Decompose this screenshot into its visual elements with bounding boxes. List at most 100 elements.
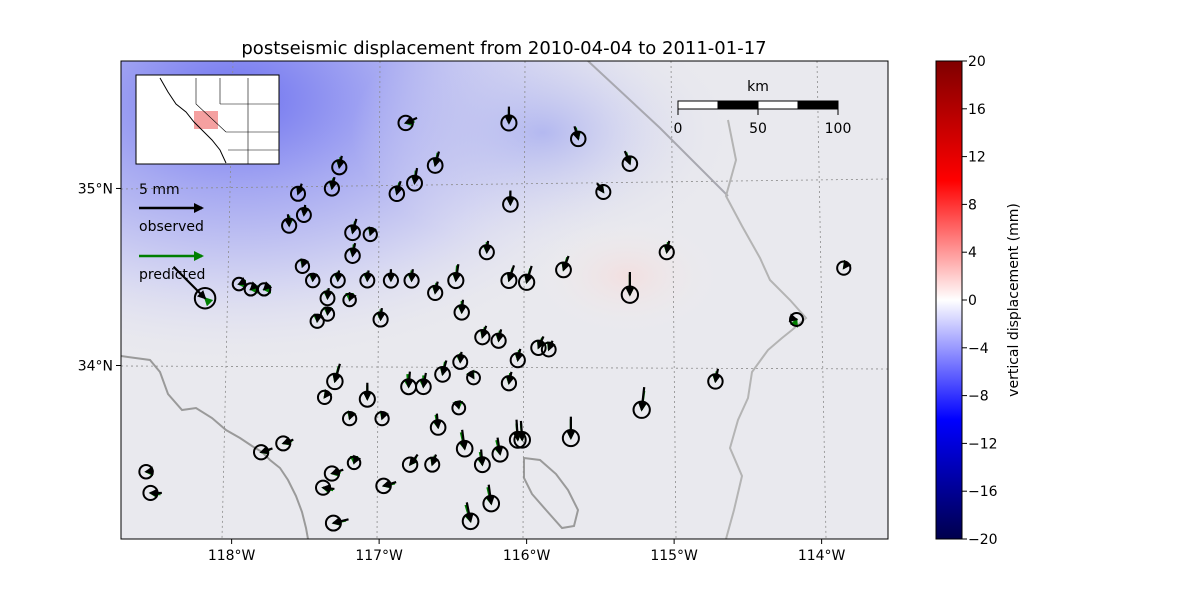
- station-uncertainty-ellipse: [374, 410, 390, 427]
- station-uncertainty-ellipse: [789, 311, 805, 327]
- x-axis: 118°W 117°W 116°W 115°W 114°W: [208, 539, 846, 564]
- station-uncertainty-ellipse: [256, 282, 272, 297]
- scalebar-label: km: [747, 79, 769, 95]
- inset-locator-map: [135, 74, 280, 165]
- station-uncertainty-ellipse: [632, 400, 651, 419]
- station-uncertainty-ellipse: [382, 272, 400, 289]
- station-uncertainty-ellipse: [362, 226, 378, 243]
- observed-vector: [332, 363, 342, 384]
- observed-vector: [547, 340, 556, 352]
- inset-coastline: [159, 77, 227, 164]
- legend-scale-label: 5 mm: [139, 182, 180, 198]
- observed-vector: [480, 325, 489, 339]
- station-uncertainty-ellipse: [836, 260, 852, 276]
- colorbar-ticks: 20 16 12 8 4 0 −4 −8 −12 −16 −20: [962, 54, 998, 548]
- colorbar-tick-label: 8: [968, 197, 977, 213]
- station-uncertainty-ellipse: [319, 290, 336, 307]
- station-uncertainty-ellipse: [346, 455, 362, 471]
- observed-vector: [456, 351, 466, 364]
- scalebar-tick-100: 100: [825, 121, 852, 137]
- station-uncertainty-ellipse: [142, 484, 159, 502]
- observed-vector: [334, 270, 344, 283]
- station-uncertainty-ellipse: [478, 244, 495, 261]
- observed-vector: [363, 270, 373, 283]
- observed-vector: [512, 419, 522, 442]
- observed-vector: [495, 329, 505, 343]
- station-uncertainty-ellipse: [500, 375, 518, 392]
- station-uncertainty-ellipse: [434, 365, 451, 383]
- observed-vector: [485, 484, 495, 506]
- y-tick-label: 35°N: [78, 181, 113, 197]
- station-uncertainty-ellipse: [513, 431, 532, 449]
- station-uncertainty-ellipse: [455, 439, 474, 458]
- observed-vector: [348, 291, 357, 302]
- station-uncertainty-ellipse: [375, 477, 392, 495]
- colorbar-tick-label: 0: [968, 293, 977, 309]
- station-uncertainty-ellipse: [620, 285, 640, 304]
- y-tick-label: 34°N: [78, 359, 113, 375]
- station-uncertainty-ellipse: [595, 183, 612, 201]
- observed-vector: [595, 182, 605, 194]
- salton-sea: [523, 456, 580, 530]
- x-tick-label: 115°W: [650, 548, 698, 564]
- station-uncertainty-ellipse: [329, 272, 346, 289]
- observed-vector: [407, 269, 417, 283]
- station-uncertainty-ellipse: [424, 456, 441, 473]
- station-uncertainty-ellipse: [316, 389, 333, 405]
- station-uncertainty-ellipse: [447, 271, 465, 290]
- observed-vector: [329, 176, 338, 191]
- station-uncertainty-ellipse: [415, 378, 432, 396]
- station-uncertainty-ellipse: [658, 244, 675, 261]
- station-uncertainty-ellipse: [491, 445, 509, 463]
- station-uncertainty-ellipse: [323, 465, 341, 482]
- station-uncertainty-ellipse: [406, 174, 423, 192]
- station-uncertainty-ellipse: [500, 272, 518, 290]
- observed-vector: [324, 288, 333, 300]
- station-uncertainty-ellipse: [461, 512, 480, 531]
- station-uncertainty-ellipse: [403, 272, 420, 289]
- observed-vector: [300, 204, 310, 217]
- observed-vector: [788, 313, 799, 323]
- station-uncertainty-ellipse: [466, 370, 481, 386]
- observed-vector: [262, 281, 273, 291]
- observed-vector: [430, 454, 439, 467]
- colorbar-tick-label: −16: [968, 484, 998, 500]
- observed-vector: [300, 258, 310, 268]
- station-uncertainty-ellipse: [502, 196, 519, 213]
- observed-vector: [330, 467, 344, 476]
- station-uncertainty-ellipse: [473, 456, 491, 474]
- station-uncertainty-ellipse: [341, 410, 358, 427]
- colorbar-tick-label: −8: [968, 389, 989, 405]
- colorbar-tick-label: 16: [968, 102, 986, 118]
- observed-vector: [296, 183, 305, 196]
- scalebar-tick-50: 50: [749, 121, 767, 137]
- station-uncertainty-ellipse: [707, 373, 724, 390]
- station-uncertainty-ellipse: [474, 329, 491, 346]
- station-uncertainty-ellipse: [193, 286, 217, 310]
- colorbar-tick-label: 4: [968, 245, 977, 261]
- station-uncertainty-ellipse: [372, 311, 389, 328]
- station-uncertainty-ellipse: [453, 304, 470, 321]
- observed-vector: [377, 308, 386, 322]
- station-uncertainty-ellipse: [275, 435, 292, 452]
- station-uncertainty-ellipse: [331, 159, 348, 176]
- station-uncertainty-ellipse: [358, 390, 376, 408]
- y-axis: 35°N 34°N: [78, 181, 121, 375]
- inset-borders: [195, 78, 279, 164]
- observed-vector: [517, 420, 527, 442]
- observed-vector: [336, 155, 346, 169]
- map-frame: [120, 60, 889, 540]
- observed-vector: [314, 313, 323, 323]
- station-uncertainty-ellipse: [295, 207, 312, 223]
- station-uncertainty-ellipse: [482, 494, 501, 513]
- observed-vector: [249, 281, 259, 291]
- station-uncertainty-ellipse: [555, 261, 572, 279]
- legend-observed-label: observed: [139, 219, 204, 235]
- distance-scale-bar: km 0 50 100: [674, 79, 852, 137]
- x-tick-label: 117°W: [355, 548, 403, 564]
- station-uncertainty-ellipse: [509, 352, 526, 369]
- observed-vector: [483, 240, 492, 254]
- station-uncertainty-ellipse: [401, 456, 419, 473]
- chart-title: postseismic displacement from 2010-04-04…: [241, 38, 766, 59]
- inset-study-area: [194, 111, 218, 129]
